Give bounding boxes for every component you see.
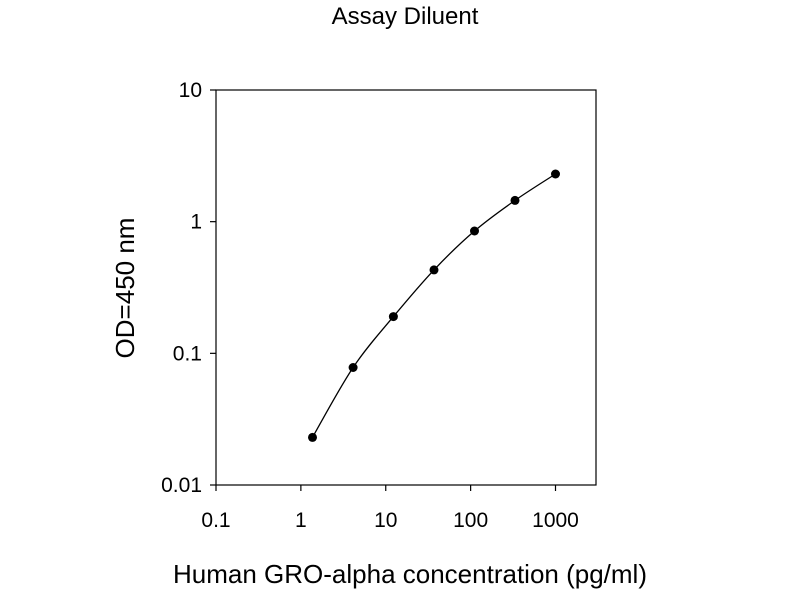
y-tick-label: 1	[190, 211, 202, 234]
x-axis-ticks: 0.1 1 10 100 1000	[201, 485, 579, 532]
data-point	[308, 432, 317, 442]
data-point	[551, 169, 560, 179]
y-tick-label: 0.01	[161, 474, 202, 497]
y-tick-label: 0.1	[173, 342, 202, 365]
data-point	[388, 312, 398, 322]
x-tick-label: 100	[453, 509, 488, 532]
x-tick-label: 0.1	[201, 509, 230, 532]
x-tick-label: 1	[295, 509, 307, 532]
x-axis-label: Human GRO-alpha concentration (pg/ml)	[173, 559, 647, 589]
data-point	[348, 363, 358, 372]
data-point	[510, 195, 520, 205]
plot-area-border	[215, 89, 597, 486]
data-point	[429, 265, 439, 275]
y-axis-ticks: 0.01 0.1 1 10	[161, 79, 216, 497]
x-tick-label: 1000	[532, 509, 579, 532]
x-tick-label: 10	[374, 509, 397, 532]
series-line	[311, 173, 556, 438]
chart-title: Assay Diluent	[332, 3, 479, 30]
plot-frame	[215, 89, 597, 486]
series-layer	[308, 169, 560, 442]
data-point	[470, 226, 479, 236]
y-axis-label: OD=450 nm	[110, 218, 140, 359]
y-tick-label: 10	[179, 79, 202, 102]
